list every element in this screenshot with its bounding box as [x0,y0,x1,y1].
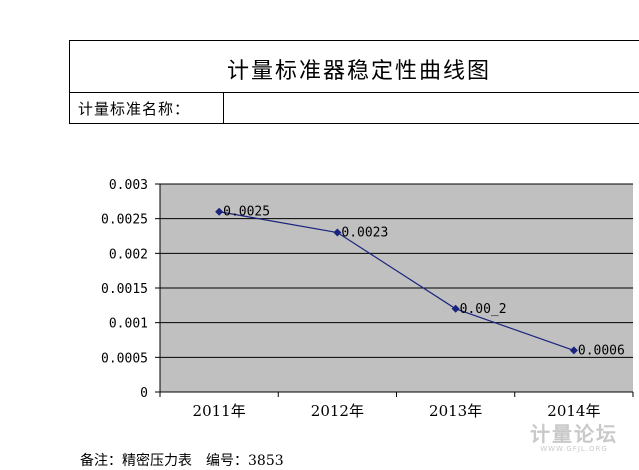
y-tick-label: 0.002 [109,247,148,262]
x-tick-label: 2012年 [311,402,364,420]
x-tick-label: 2014年 [547,402,600,420]
data-label: 0.0006 [578,343,625,358]
cell-divider [223,92,224,123]
footer-note: 备注：精密压力表 编号：3853 [80,453,284,469]
y-tick-label: 0 [140,386,148,401]
data-point-marker [569,346,578,355]
form-table: 计量标准器稳定性曲线图 计量标准名称： [69,40,639,124]
data-label: 0.0025 [223,205,270,220]
x-tick-label: 2011年 [193,402,246,420]
series-line [219,211,575,351]
y-tick-label: 0.0015 [101,282,148,297]
y-tick-label: 0.003 [109,178,148,193]
x-tick-label: 2013年 [429,402,482,420]
data-point-marker [451,304,460,313]
standard-name-label: 计量标准名称： [78,100,191,118]
y-tick-label: 0.001 [109,317,148,332]
site-watermark: 计量论坛 WWW.GFJL.ORG [515,418,633,453]
title-row: 计量标准器稳定性曲线图 [70,41,639,93]
name-row: 计量标准名称： [70,92,639,123]
data-point-marker [215,207,224,216]
watermark-main: 计量论坛 [530,422,618,446]
watermark-sub: WWW.GFJL.ORG [540,445,608,453]
y-tick-label: 0.0025 [101,213,148,228]
page-title: 计量标准器稳定性曲线图 [226,59,491,84]
data-label: 0.00_2 [460,302,507,317]
data-point-marker [333,228,342,237]
y-tick-label: 0.0005 [101,351,148,366]
data-label: 0.0023 [341,226,388,241]
